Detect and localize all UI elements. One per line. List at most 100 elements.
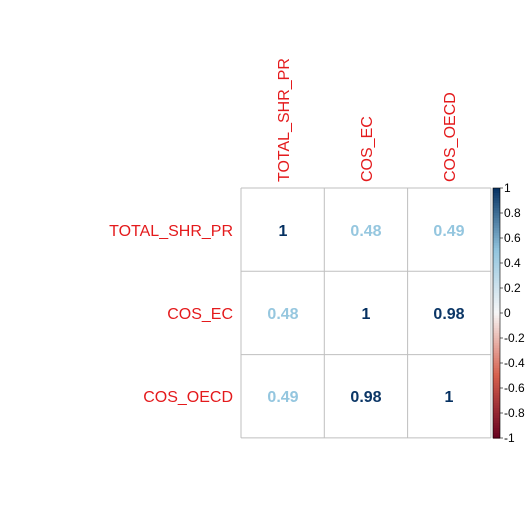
- colorbar-segment: [493, 400, 500, 404]
- colorbar-segment: [493, 238, 500, 242]
- colorbar-segment: [493, 348, 500, 352]
- colorbar: [492, 187, 501, 439]
- colorbar-segment: [493, 405, 500, 409]
- colorbar-segment: [493, 413, 500, 417]
- colorbar-segment: [493, 368, 500, 372]
- grid-lines: [240, 187, 492, 439]
- colorbar-segment: [493, 333, 500, 337]
- colorbar-ticks: 1 0.8 0.6 0.4 0.2 0 -0.2 -0.4 -0.6 -0.8 -1: [500, 181, 525, 445]
- colorbar-segment: [493, 423, 500, 427]
- colorbar-segment: [493, 395, 500, 399]
- cell-value-r3c2: 0.98: [350, 389, 381, 406]
- colorbar-segment: [493, 418, 500, 422]
- colorbar-tick-label: 1: [504, 181, 511, 195]
- colorbar-segment: [493, 428, 500, 432]
- colorbar-segment: [493, 313, 500, 317]
- colorbar-segment: [493, 350, 500, 354]
- colorbar-segment: [493, 323, 500, 327]
- colorbar-segment: [493, 315, 500, 319]
- colorbar-segment: [493, 215, 500, 219]
- colorbar-tick-label: 0: [504, 306, 511, 320]
- colorbar-segment: [493, 263, 500, 267]
- colorbar-segment: [493, 318, 500, 322]
- colorbar-segment: [493, 293, 500, 297]
- colorbar-segment: [493, 363, 500, 367]
- colorbar-segment: [493, 365, 500, 369]
- colorbar-segment: [493, 250, 500, 254]
- colorbar-segment: [493, 248, 500, 252]
- colorbar-segment: [493, 205, 500, 209]
- colorbar-segment: [493, 288, 500, 292]
- colorbar-segment: [493, 433, 500, 437]
- colorbar-segment: [493, 383, 500, 387]
- row-label-cos-ec: COS_EC: [167, 306, 233, 323]
- colorbar-segment: [493, 435, 500, 439]
- cell-value-r2c2: 1: [362, 306, 371, 323]
- colorbar-segment: [493, 390, 500, 394]
- colorbar-segment: [493, 305, 500, 309]
- colorbar-segment: [493, 213, 500, 217]
- colorbar-segment: [493, 283, 500, 287]
- colorbar-segment: [493, 345, 500, 349]
- colorbar-segment: [493, 325, 500, 329]
- colorbar-segment: [493, 198, 500, 202]
- colorbar-segment: [493, 295, 500, 299]
- colorbar-segment: [493, 380, 500, 384]
- colorbar-segment: [493, 338, 500, 342]
- colorbar-segment: [493, 255, 500, 259]
- colorbar-segment: [493, 280, 500, 284]
- colorbar-segment: [493, 220, 500, 224]
- colorbar-segment: [493, 360, 500, 364]
- colorbar-segment: [493, 378, 500, 382]
- colorbar-segment: [493, 353, 500, 357]
- colorbar-tick-label: -1: [504, 431, 515, 445]
- colorbar-tick-label: 0.8: [504, 206, 521, 220]
- colorbar-segment: [493, 200, 500, 204]
- colorbar-segment: [493, 320, 500, 324]
- colorbar-segment: [493, 270, 500, 274]
- colorbar-segment: [493, 328, 500, 332]
- colorbar-segment: [493, 410, 500, 414]
- colorbar-segment: [493, 258, 500, 262]
- cell-value-r1c2: 0.48: [350, 223, 381, 240]
- colorbar-segment: [493, 243, 500, 247]
- colorbar-segment: [493, 245, 500, 249]
- colorbar-segment: [493, 275, 500, 279]
- colorbar-segment: [493, 388, 500, 392]
- colorbar-segment: [493, 260, 500, 264]
- colorbar-segment: [493, 193, 500, 197]
- colorbar-segment: [493, 203, 500, 207]
- colorbar-segment: [493, 370, 500, 374]
- colorbar-tick-label: 0.6: [504, 231, 521, 245]
- colorbar-segment: [493, 285, 500, 289]
- colorbar-segment: [493, 240, 500, 244]
- colorbar-segment: [493, 278, 500, 282]
- colorbar-segment: [493, 223, 500, 227]
- colorbar-segment: [493, 385, 500, 389]
- colorbar-segment: [493, 208, 500, 212]
- column-label-total-shr-pr: TOTAL_SHR_PR: [276, 58, 293, 182]
- colorbar-segment: [493, 253, 500, 257]
- colorbar-segment: [493, 218, 500, 222]
- colorbar-segment: [493, 298, 500, 302]
- cell-value-r3c3: 1: [445, 389, 454, 406]
- colorbar-segment: [493, 233, 500, 237]
- colorbar-segment: [493, 190, 500, 194]
- colorbar-tick-label: -0.4: [504, 356, 525, 370]
- colorbar-segment: [493, 225, 500, 229]
- cell-value-r2c3: 0.98: [433, 306, 464, 323]
- colorbar-segment: [493, 310, 500, 314]
- colorbar-tick-label: -0.8: [504, 406, 525, 420]
- colorbar-segment: [493, 430, 500, 434]
- colorbar-segment: [493, 393, 500, 397]
- colorbar-tick-label: -0.2: [504, 331, 525, 345]
- colorbar-tick-label: 0.2: [504, 281, 521, 295]
- column-label-cos-ec: COS_EC: [359, 116, 376, 182]
- colorbar-tick-label: -0.6: [504, 381, 525, 395]
- colorbar-tick-label: 0.4: [504, 256, 521, 270]
- colorbar-segment: [493, 195, 500, 199]
- colorbar-segment: [493, 375, 500, 379]
- colorbar-segment: [493, 355, 500, 359]
- colorbar-segment: [493, 210, 500, 214]
